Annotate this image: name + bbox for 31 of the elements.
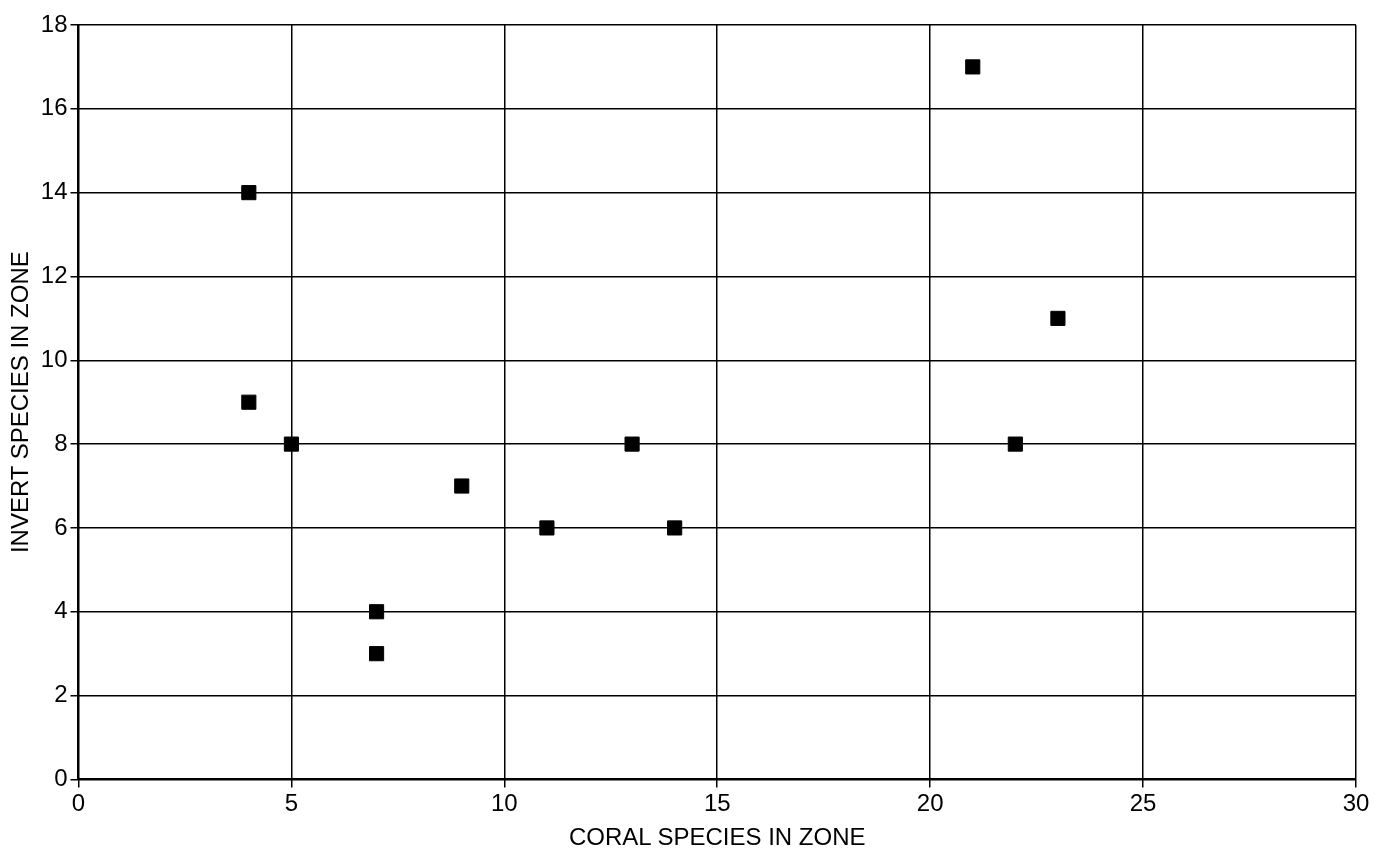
x-tick-label: 30 [1342, 789, 1370, 817]
y-tick-label: 10 [40, 344, 68, 372]
x-tick-label: 15 [703, 789, 731, 817]
point [667, 520, 683, 536]
y-tick-label: 12 [40, 261, 68, 289]
y-tick-label: 4 [54, 596, 68, 624]
x-tick-label: 10 [490, 789, 518, 817]
y-tick-label: 8 [54, 428, 68, 456]
point [624, 436, 640, 452]
x-axis-title: CORAL SPECIES IN ZONE [568, 823, 866, 851]
point [965, 59, 981, 75]
point [241, 185, 257, 201]
x-tick-label: 25 [1129, 789, 1157, 817]
point [241, 394, 257, 410]
x-tick-label: 5 [284, 789, 299, 817]
point [1007, 436, 1023, 452]
point [454, 478, 470, 494]
y-tick-label: 16 [40, 93, 68, 121]
y-tick-label: 2 [54, 680, 68, 708]
x-tick-label: 0 [71, 789, 86, 817]
y-tick-label: 14 [40, 177, 68, 205]
y-axis-title: INVERT SPECIES IN ZONE [6, 251, 34, 554]
point [369, 646, 385, 662]
x-tick-label: 20 [916, 789, 944, 817]
point [1050, 310, 1066, 326]
y-tick-label: 0 [54, 764, 68, 792]
point [539, 520, 555, 536]
y-tick-label: 6 [54, 512, 68, 540]
y-tick-label: 18 [40, 9, 68, 37]
point [283, 436, 299, 452]
point [369, 604, 385, 620]
